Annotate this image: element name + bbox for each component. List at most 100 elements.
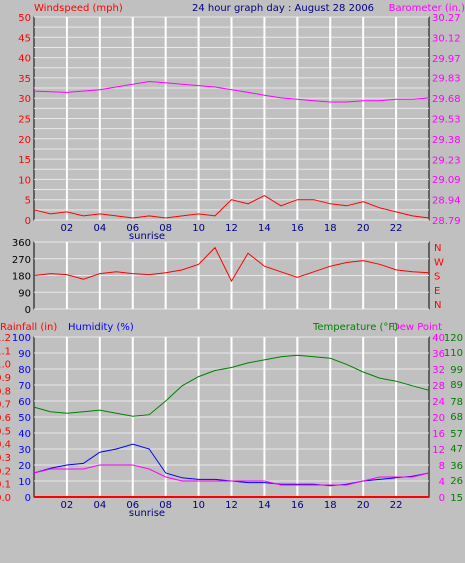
humidity-tick-label: 50 xyxy=(18,413,31,424)
rainfall-tick-label: 1.2 xyxy=(0,333,11,344)
wind-x-tick-label: 18 xyxy=(324,223,337,234)
climate-x-tick-label: 12 xyxy=(225,500,238,511)
temperature-tick-label: 78 xyxy=(450,397,463,408)
dewpoint-axis-title: Dew Point xyxy=(392,322,442,333)
barometer-tick-label: 30.27 xyxy=(432,13,461,24)
climate-series-group xyxy=(33,354,430,498)
dewpoint-tick-label: 8 xyxy=(439,461,445,472)
dewpoint-tick-label: 24 xyxy=(432,397,445,408)
windspeed-axis: 0 5 10 15 20 25 30 35 40 45 50 xyxy=(18,13,31,227)
barometer-tick-label: 29.97 xyxy=(432,54,461,65)
wind-x-tick-label: 02 xyxy=(61,223,74,234)
climate-x-tick-label: 22 xyxy=(390,500,403,511)
windspeed-tick-label: 0 xyxy=(25,216,31,227)
windspeed-tick-label: 40 xyxy=(18,54,31,65)
dewpoint-tick-label: 36 xyxy=(432,349,445,360)
rainfall-tick-label: 0.8 xyxy=(0,386,11,397)
temperature-tick-label: 99 xyxy=(450,365,463,376)
wind-x-tick-label: 04 xyxy=(93,223,106,234)
windspeed-tick-label: 30 xyxy=(18,94,31,105)
humidity-tick-label: 10 xyxy=(18,477,31,488)
dewpoint-tick-label: 32 xyxy=(432,365,445,376)
dewpoint-tick-label: 20 xyxy=(432,413,445,424)
windspeed-tick-label: 10 xyxy=(18,175,31,186)
temperature-tick-label: 68 xyxy=(450,412,463,423)
temperature-tick-label: 110 xyxy=(444,348,463,359)
graph-title: 24 hour graph day : August 28 2006 xyxy=(192,3,374,14)
wind-x-tick-label: 16 xyxy=(291,223,304,234)
humidity-tick-label: 70 xyxy=(18,381,31,392)
humidity-axis-title: Humidity (%) xyxy=(68,322,134,333)
direction-compass-tick-label: E xyxy=(434,286,440,297)
direction-degree-tick-label: 270 xyxy=(12,255,31,266)
windspeed-axis-title: Windspeed (mph) xyxy=(34,3,123,14)
dewpoint-axis: 0 4 8 12 16 20 24 28 32 36 40 xyxy=(432,333,445,504)
rainfall-tick-label: 0.0 xyxy=(0,493,11,504)
climate-x-tick-label: 06 xyxy=(126,500,139,511)
wind-x-tick-label: 12 xyxy=(225,223,238,234)
windspeed-tick-label: 20 xyxy=(18,135,31,146)
temperature-axis: 15 26 36 47 57 68 78 89 99 110 120 xyxy=(444,333,463,504)
humidity-tick-label: 0 xyxy=(25,493,31,504)
climate-x-tick-label: 18 xyxy=(324,500,337,511)
rainfall-tick-label: 0.1 xyxy=(0,480,11,491)
dewpoint-tick-label: 4 xyxy=(439,477,445,488)
wind-x-tick-label: 22 xyxy=(390,223,403,234)
rainfall-tick-label: 0.9 xyxy=(0,373,11,384)
temperature-tick-label: 36 xyxy=(450,461,463,472)
direction-degree-axis: 0 90 180 270 360 xyxy=(12,238,31,316)
dewpoint-line xyxy=(33,464,430,486)
windspeed-tick-label: 15 xyxy=(18,155,31,166)
barometer-line xyxy=(33,80,430,103)
temperature-tick-label: 47 xyxy=(450,444,463,455)
rainfall-tick-label: 0.4 xyxy=(0,440,11,451)
direction-compass-tick-label: W xyxy=(434,257,444,268)
rainfall-tick-label: 0.6 xyxy=(0,413,11,424)
climate-x-tick-label: 10 xyxy=(192,500,205,511)
barometer-tick-label: 28.94 xyxy=(432,195,461,206)
wind-x-tick-label: 14 xyxy=(258,223,271,234)
climate-x-tick-label: 04 xyxy=(93,500,106,511)
direction-series-group xyxy=(33,246,430,283)
rainfall-tick-label: 1.0 xyxy=(0,360,11,371)
humidity-tick-label: 90 xyxy=(18,349,31,360)
humidity-axis: 0 10 20 30 40 50 60 70 80 90 100 xyxy=(12,333,31,504)
humidity-tick-label: 30 xyxy=(18,445,31,456)
humidity-tick-label: 20 xyxy=(18,461,31,472)
wind-x-axis: 02 04 06 08 10 12 14 16 18 20 22 xyxy=(61,223,403,234)
climate-x-tick-label: 02 xyxy=(61,500,74,511)
wind-x-tick-label: 06 xyxy=(126,223,139,234)
barometer-tick-label: 28.79 xyxy=(432,216,461,227)
barometer-axis-title: Barometer (in.) xyxy=(389,3,465,14)
dewpoint-tick-label: 40 xyxy=(432,333,445,344)
dewpoint-tick-label: 12 xyxy=(432,445,445,456)
climate-x-tick-label: 16 xyxy=(291,500,304,511)
wind-direction-line xyxy=(33,246,430,283)
rainfall-axis: 0.0 0.1 0.2 0.3 0.4 0.5 0.6 0.7 0.8 0.9 1.0 1.1 1.2 xyxy=(0,333,11,504)
temperature-line xyxy=(33,354,430,417)
windspeed-tick-label: 35 xyxy=(18,74,31,85)
wind-x-tick-label: 20 xyxy=(357,223,370,234)
climate-x-tick-label: 20 xyxy=(357,500,370,511)
temperature-tick-label: 26 xyxy=(450,476,463,487)
dewpoint-tick-label: 0 xyxy=(439,493,445,504)
barometer-tick-label: 30.12 xyxy=(432,34,461,45)
barometer-tick-label: 29.23 xyxy=(432,156,461,167)
humidity-tick-label: 60 xyxy=(18,397,31,408)
wind-x-tick-label: 10 xyxy=(192,223,205,234)
rainfall-tick-label: 0.7 xyxy=(0,400,11,411)
rainfall-tick-label: 0.5 xyxy=(0,426,11,437)
wind-grid xyxy=(34,16,429,221)
climate-x-axis: 02 04 06 08 10 12 14 16 18 20 22 xyxy=(61,500,403,511)
dewpoint-tick-label: 28 xyxy=(432,381,445,392)
windspeed-tick-label: 5 xyxy=(25,196,31,207)
direction-degree-tick-label: 90 xyxy=(18,288,31,299)
barometer-tick-label: 29.68 xyxy=(432,94,461,105)
direction-compass-tick-label: N xyxy=(434,243,441,254)
barometer-tick-label: 29.09 xyxy=(432,175,461,186)
direction-compass-tick-label: S xyxy=(434,272,440,283)
direction-degree-tick-label: 180 xyxy=(12,272,31,283)
sunrise-label: sunrise xyxy=(129,231,165,242)
